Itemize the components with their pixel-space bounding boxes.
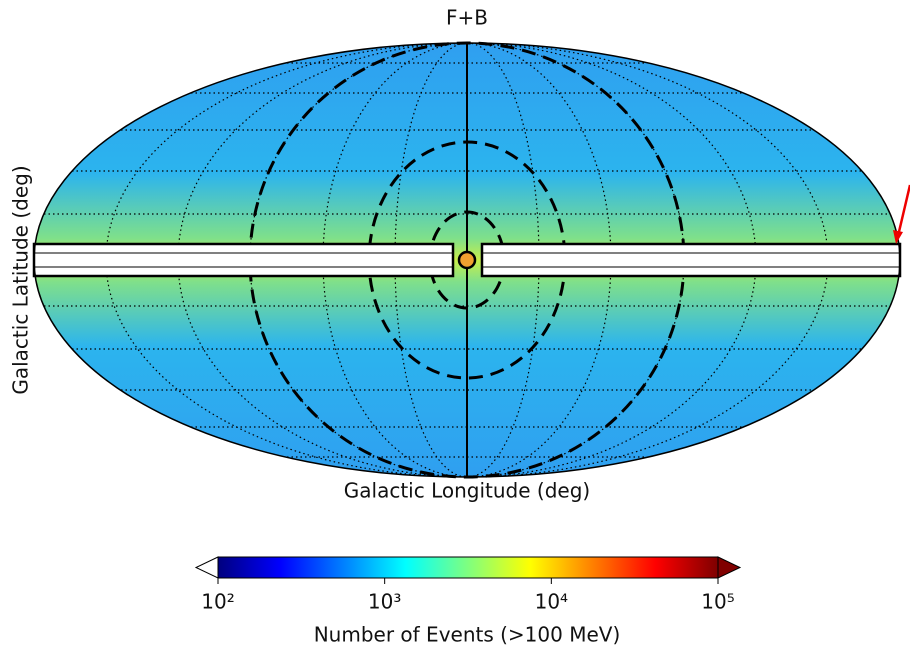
page: {"chart_data": {"type": "skymap", "title…	[0, 0, 910, 648]
y-axis-label: Galactic Latitude (deg)	[9, 165, 33, 394]
colorbar-label: Number of Events (>100 MeV)	[314, 623, 621, 647]
colorbar-tick-label: 10⁴	[535, 590, 568, 614]
colorbar: 10² 10³ 10⁴ 10⁵	[196, 557, 740, 614]
title: F+B	[446, 6, 488, 30]
arrow	[893, 185, 910, 244]
colorbar-tick-label: 10⁵	[701, 590, 734, 614]
colorbar-tick-label: 10³	[368, 590, 401, 614]
x-axis-label: Galactic Longitude (deg)	[344, 479, 590, 503]
colorbar-extend-high	[718, 557, 740, 578]
figure: F+B Galactic Longitude (deg) Galactic La…	[0, 0, 910, 648]
colorbar-tick-label: 10²	[201, 590, 234, 614]
colorbar-body	[218, 557, 718, 578]
colorbar-extend-low	[196, 557, 218, 578]
